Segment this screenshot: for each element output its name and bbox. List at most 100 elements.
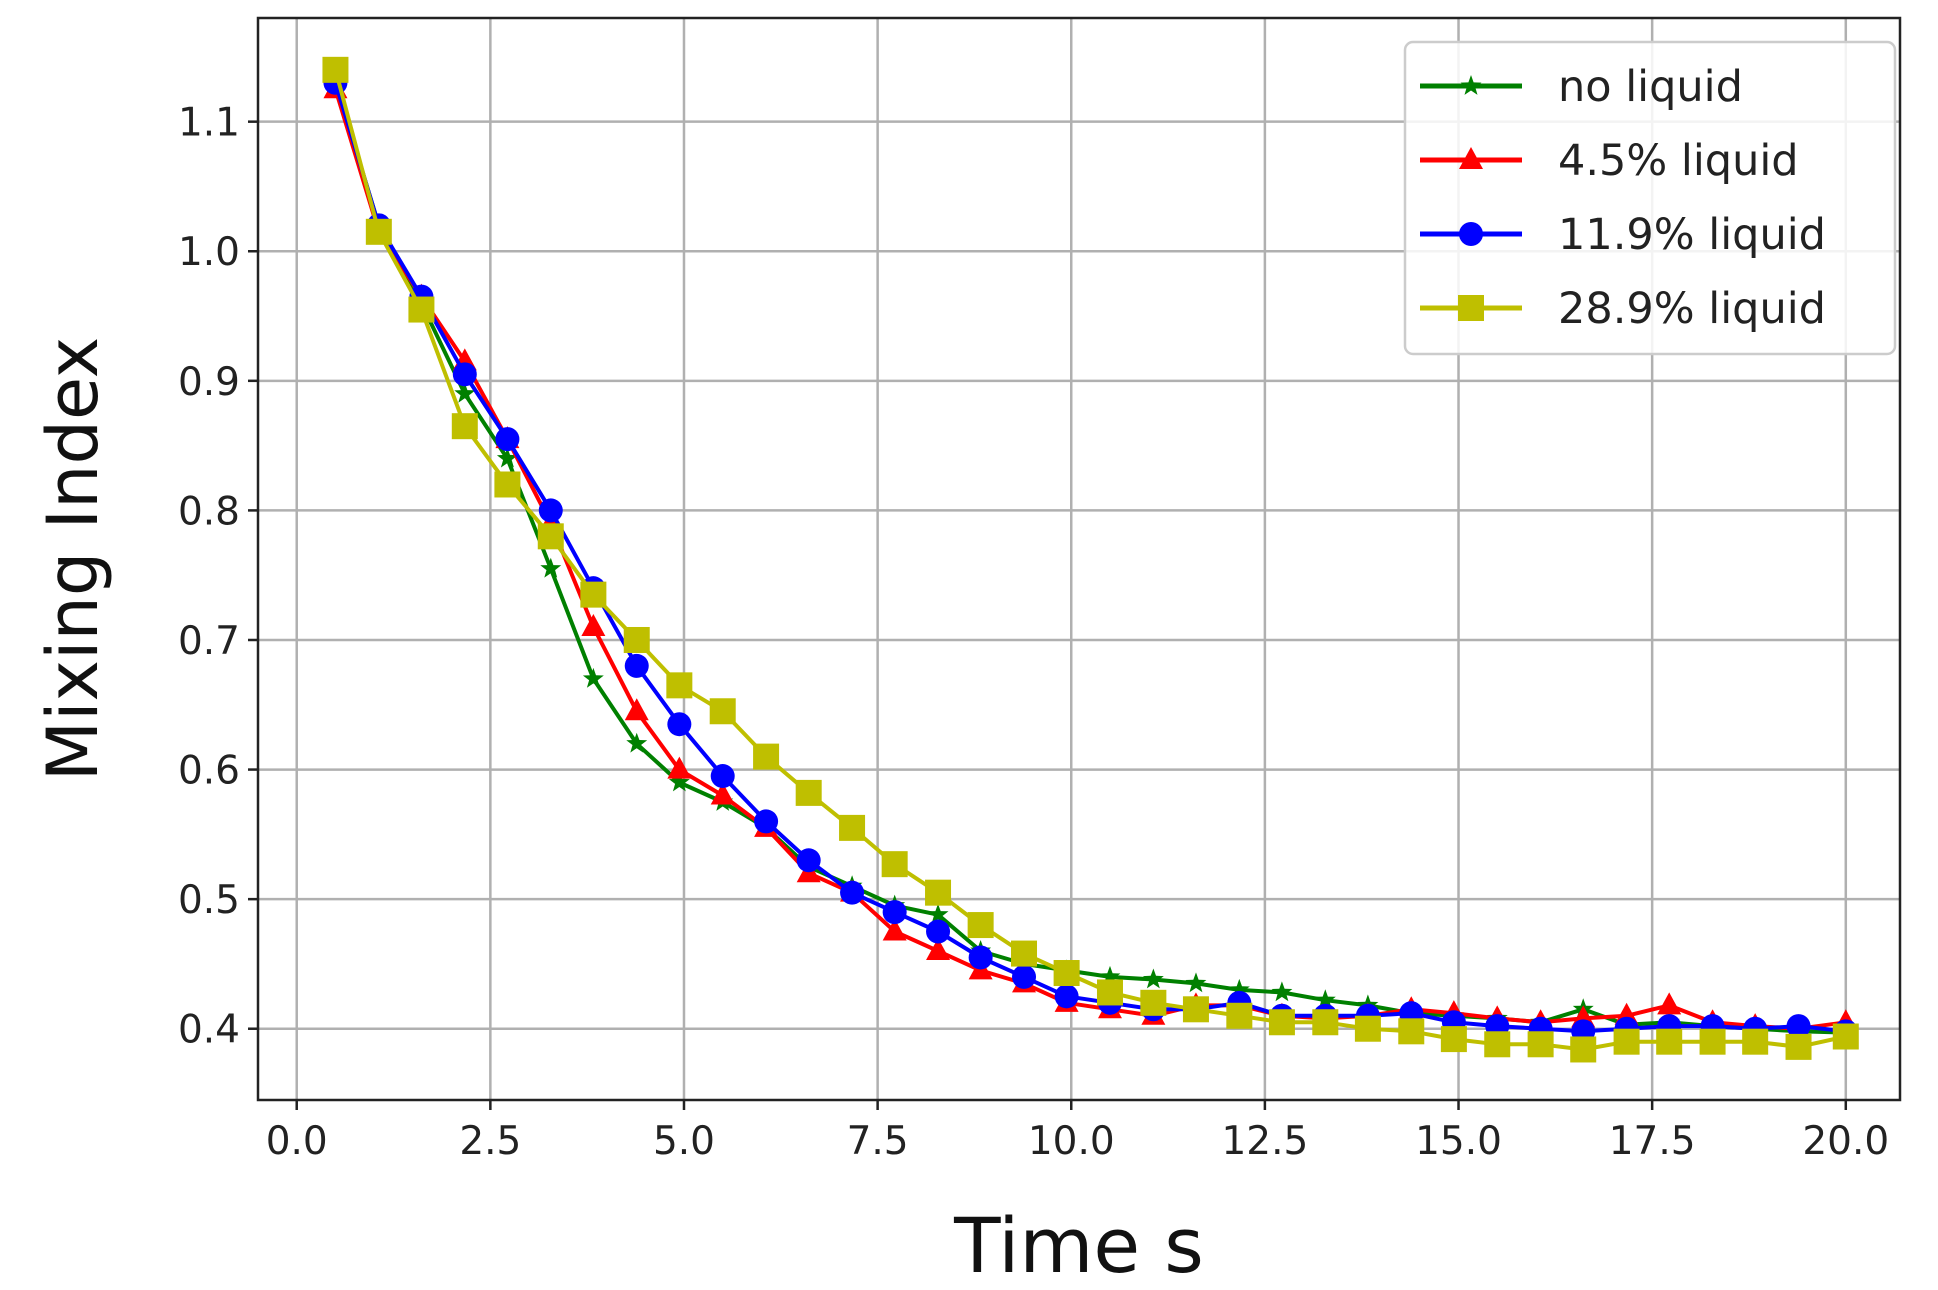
data-point: [925, 879, 952, 906]
data-point: [537, 523, 564, 550]
series-line: [333, 82, 1846, 1035]
legend-label: no liquid: [1558, 62, 1743, 112]
data-point: [840, 880, 865, 905]
data-point: [1613, 1028, 1640, 1055]
data-point: [1657, 992, 1682, 1015]
data-point: [1785, 1033, 1812, 1060]
data-point: [495, 427, 520, 452]
y-tick-label: 0.7: [178, 619, 240, 664]
legend-entry: no liquid: [1420, 62, 1743, 112]
data-point: [582, 667, 604, 688]
data-point: [623, 626, 650, 653]
x-tick-label: 15.0: [1415, 1119, 1502, 1164]
data-point: [1312, 1009, 1339, 1036]
data-point: [1398, 1018, 1425, 1045]
data-point: [710, 782, 735, 805]
y-tick-label: 0.8: [178, 489, 240, 534]
axes: 0.0 2.5 5.0 7.5 10.0 12.5 15.0 17.5 20.0 0.4 0.5 0.…: [178, 101, 1889, 1164]
data-point: [926, 937, 951, 960]
data-point: [882, 900, 907, 925]
x-tick-label: 2.5: [459, 1119, 521, 1164]
data-point: [580, 581, 607, 608]
data-point: [1440, 1026, 1467, 1053]
x-axis-title: Time s: [953, 1201, 1204, 1290]
legend-marker: [1458, 295, 1484, 321]
data-point: [494, 471, 521, 498]
series-line: [333, 88, 1847, 1031]
data-point: [1182, 996, 1209, 1023]
data-point: [1314, 989, 1336, 1010]
data-point: [1742, 1028, 1769, 1055]
data-point: [624, 698, 649, 721]
data-point: [754, 809, 779, 834]
data-point: [626, 732, 648, 753]
y-tick-label: 0.9: [178, 360, 240, 405]
legend-entry: 28.9% liquid: [1420, 284, 1826, 334]
x-tick-label: 20.0: [1802, 1119, 1889, 1164]
y-tick-label: 0.6: [178, 749, 240, 794]
series-3: [322, 56, 1859, 1063]
data-point: [322, 56, 349, 83]
data-point: [1570, 1036, 1597, 1063]
y-axis-title: Mixing Index: [32, 337, 114, 781]
data-point: [1012, 964, 1037, 989]
data-point: [1484, 1031, 1511, 1058]
data-point: [881, 851, 908, 878]
data-point: [1354, 1015, 1381, 1042]
data-point: [882, 918, 907, 941]
legend-marker: [1459, 147, 1483, 169]
plot-area-frame: [256, 16, 1902, 1102]
legend-label: 28.9% liquid: [1558, 284, 1826, 334]
legend-label: 4.5% liquid: [1558, 136, 1799, 186]
data-point: [1099, 965, 1121, 986]
data-point: [1226, 1002, 1253, 1029]
data-point: [1268, 1009, 1295, 1036]
data-point: [496, 447, 518, 468]
data-point: [1011, 940, 1038, 967]
x-tick-label: 7.5: [847, 1119, 909, 1164]
x-tick-label: 0.0: [266, 1119, 328, 1164]
data-point: [1096, 979, 1123, 1006]
data-point: [709, 698, 736, 725]
x-tick-label: 10.0: [1028, 1119, 1115, 1164]
x-tick-label: 5.0: [653, 1119, 715, 1164]
data-point: [667, 712, 692, 737]
x-tick-label: 17.5: [1609, 1119, 1696, 1164]
data-point: [1053, 960, 1080, 987]
legend-label: 11.9% liquid: [1558, 210, 1826, 260]
y-tick-label: 0.5: [178, 878, 240, 923]
data-point: [968, 945, 993, 970]
data-point: [452, 362, 477, 387]
data-point: [926, 919, 951, 944]
data-point: [1142, 968, 1164, 989]
data-point: [1185, 972, 1207, 993]
data-point: [365, 218, 392, 245]
data-point: [967, 912, 994, 939]
data-point: [624, 653, 649, 678]
data-point: [796, 848, 821, 873]
data-point: [451, 413, 478, 440]
data-point: [1656, 1028, 1683, 1055]
data-point: [839, 814, 866, 841]
data-point: [1054, 984, 1079, 1009]
legend-marker: [1459, 222, 1483, 246]
data-point: [1140, 989, 1167, 1016]
data-point: [581, 614, 606, 637]
data-point: [454, 382, 476, 403]
grid: [258, 18, 1900, 1100]
data-point: [1527, 1031, 1554, 1058]
legend: no liquid 4.5% liquid 11.9% liquid 28.9% li…: [1403, 40, 1897, 356]
data-point: [927, 903, 949, 924]
data-point: [1228, 978, 1250, 999]
plot-series: [322, 56, 1859, 1063]
data-point: [1832, 1023, 1859, 1050]
legend-entry: 4.5% liquid: [1420, 136, 1799, 186]
data-point: [668, 771, 690, 792]
y-tick-label: 1.0: [178, 230, 240, 275]
legend-marker: [1460, 75, 1482, 95]
y-tick-label: 1.1: [178, 101, 240, 146]
data-point: [795, 779, 822, 806]
data-point: [1271, 981, 1293, 1002]
data-point: [408, 296, 435, 323]
